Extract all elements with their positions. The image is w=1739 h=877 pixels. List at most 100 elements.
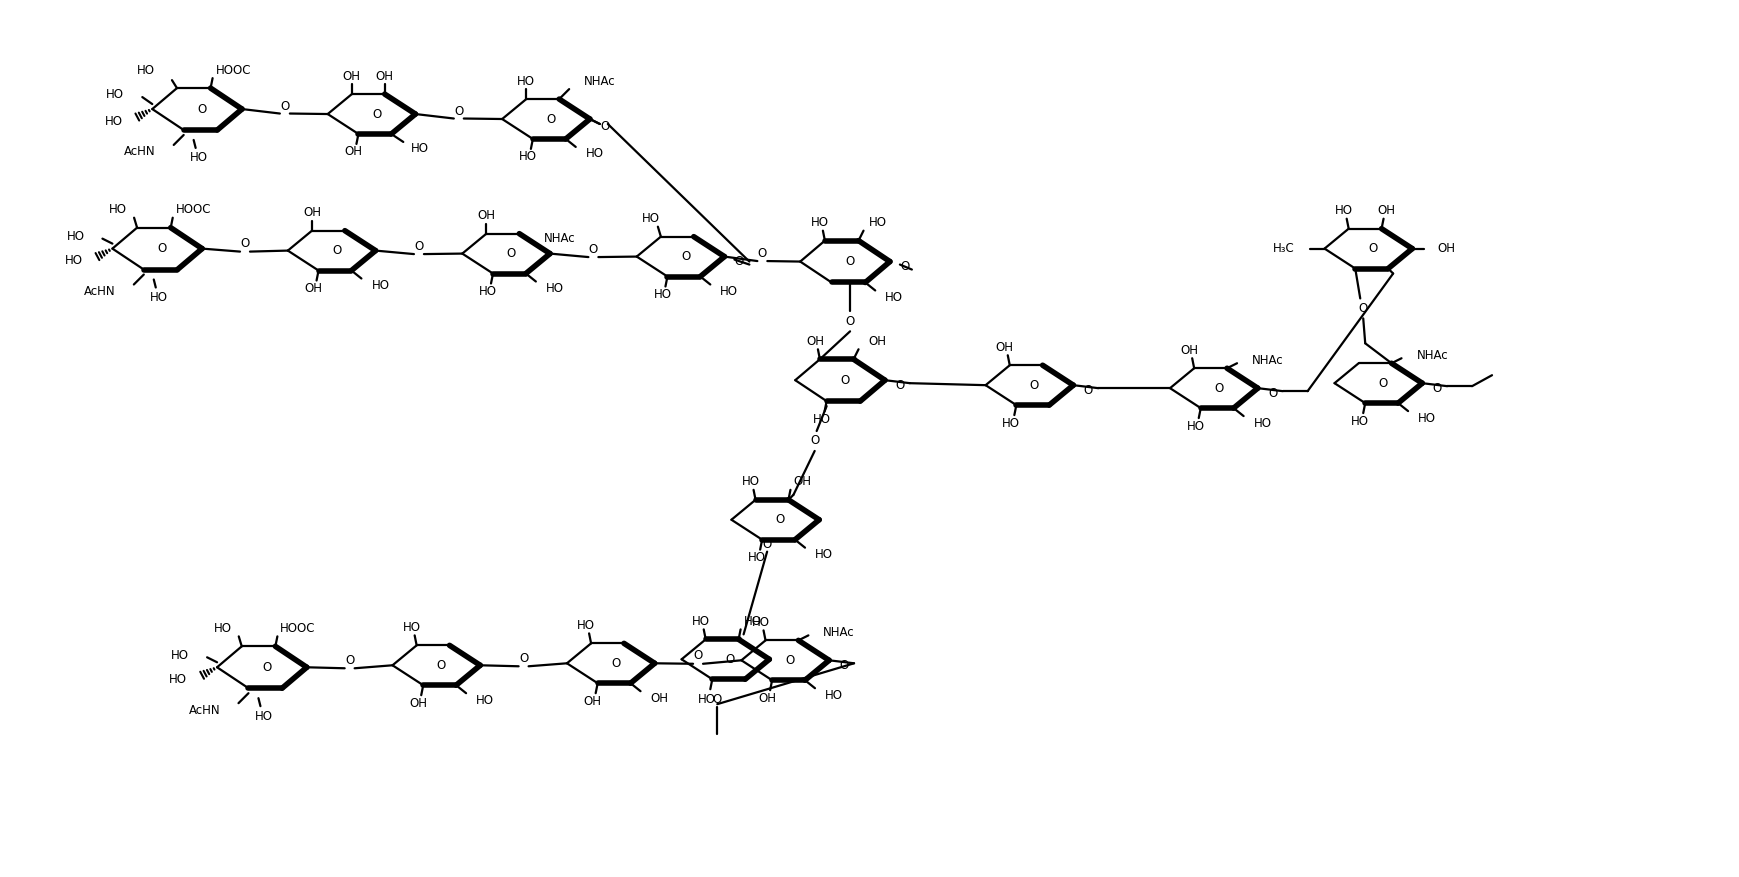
Text: O: O <box>845 315 854 328</box>
Text: HO: HO <box>812 412 830 425</box>
Text: O: O <box>776 513 784 526</box>
Text: HO: HO <box>190 152 207 164</box>
Text: AcHN: AcHN <box>123 146 157 159</box>
Text: O: O <box>158 242 167 255</box>
Text: O: O <box>506 247 515 260</box>
Text: O: O <box>240 237 249 250</box>
Text: O: O <box>1029 379 1038 392</box>
Text: HO: HO <box>106 88 123 101</box>
Text: OH: OH <box>344 146 362 159</box>
Text: O: O <box>332 244 341 257</box>
Text: OH: OH <box>1436 242 1454 255</box>
Text: HO: HO <box>885 291 903 304</box>
Text: O: O <box>845 255 854 268</box>
Text: O: O <box>344 653 355 667</box>
Text: OH: OH <box>476 210 496 222</box>
Text: O: O <box>454 105 463 118</box>
Text: HO: HO <box>110 203 127 217</box>
Text: O: O <box>838 659 849 672</box>
Text: NHAc: NHAc <box>1252 353 1283 367</box>
Text: HO: HO <box>402 621 421 634</box>
Text: O: O <box>713 693 722 706</box>
Text: O: O <box>899 260 909 273</box>
Text: O: O <box>263 660 271 674</box>
Text: HO: HO <box>720 285 737 298</box>
Text: O: O <box>372 108 381 120</box>
Text: O: O <box>694 649 703 662</box>
Text: O: O <box>198 103 207 116</box>
Text: HO: HO <box>410 142 430 155</box>
Text: O: O <box>1369 242 1377 255</box>
Text: OH: OH <box>303 206 320 219</box>
Text: HO: HO <box>697 693 716 706</box>
Text: OH: OH <box>1179 344 1198 357</box>
Text: OH: OH <box>868 335 885 348</box>
Text: HO: HO <box>577 619 595 632</box>
Text: HO: HO <box>370 279 390 292</box>
Text: OH: OH <box>409 696 428 709</box>
Text: O: O <box>610 657 621 670</box>
Text: HO: HO <box>868 217 885 229</box>
Text: O: O <box>414 239 423 253</box>
Text: HO: HO <box>1334 204 1351 217</box>
Text: HO: HO <box>516 75 536 88</box>
Text: O: O <box>1358 302 1367 315</box>
Text: HO: HO <box>546 282 563 295</box>
Text: O: O <box>546 112 555 125</box>
Text: O: O <box>518 652 529 665</box>
Text: HO: HO <box>137 64 155 76</box>
Text: HO: HO <box>692 615 710 628</box>
Text: O: O <box>600 120 609 133</box>
Text: HO: HO <box>150 291 167 304</box>
Text: OH: OH <box>650 692 668 705</box>
Text: OH: OH <box>376 69 393 82</box>
Text: HO: HO <box>743 615 762 628</box>
Text: OH: OH <box>805 335 824 348</box>
Text: HOOC: HOOC <box>216 64 250 76</box>
Text: NHAc: NHAc <box>544 232 576 246</box>
Text: O: O <box>1214 381 1223 395</box>
Text: NHAc: NHAc <box>584 75 616 88</box>
Text: HO: HO <box>654 288 671 301</box>
Text: HO: HO <box>642 212 659 225</box>
Text: O: O <box>762 538 772 551</box>
Text: O: O <box>840 374 849 387</box>
Text: O: O <box>786 653 795 667</box>
Text: HOOC: HOOC <box>280 622 316 635</box>
Text: OH: OH <box>1377 204 1395 217</box>
Text: O: O <box>436 659 445 672</box>
Text: HO: HO <box>478 285 497 298</box>
Text: NHAc: NHAc <box>1416 349 1447 362</box>
Text: HO: HO <box>66 230 85 243</box>
Text: OH: OH <box>793 475 810 488</box>
Text: HO: HO <box>741 475 760 488</box>
Text: HO: HO <box>824 688 842 702</box>
Text: HO: HO <box>751 616 769 629</box>
Text: HO: HO <box>1351 415 1369 428</box>
Text: OH: OH <box>995 341 1014 353</box>
Text: HO: HO <box>810 217 828 229</box>
Text: OH: OH <box>758 692 776 705</box>
Text: H₃C: H₃C <box>1273 242 1294 255</box>
Text: HO: HO <box>1417 411 1435 424</box>
Text: O: O <box>588 243 598 255</box>
Text: O: O <box>680 250 690 263</box>
Text: HO: HO <box>518 150 537 163</box>
Text: OH: OH <box>304 282 322 295</box>
Text: HO: HO <box>104 115 122 127</box>
Text: HO: HO <box>476 694 494 707</box>
Text: O: O <box>725 652 734 666</box>
Text: HO: HO <box>170 649 190 662</box>
Text: O: O <box>896 379 904 392</box>
Text: AcHN: AcHN <box>190 703 221 717</box>
Text: HO: HO <box>1252 417 1271 430</box>
Text: O: O <box>1083 383 1092 396</box>
Text: O: O <box>756 246 767 260</box>
Text: HO: HO <box>64 254 82 267</box>
Text: AcHN: AcHN <box>83 285 117 298</box>
Text: HO: HO <box>748 551 765 564</box>
Text: NHAc: NHAc <box>823 626 854 638</box>
Text: HO: HO <box>814 548 833 561</box>
Text: O: O <box>810 434 819 447</box>
Text: HO: HO <box>586 147 603 160</box>
